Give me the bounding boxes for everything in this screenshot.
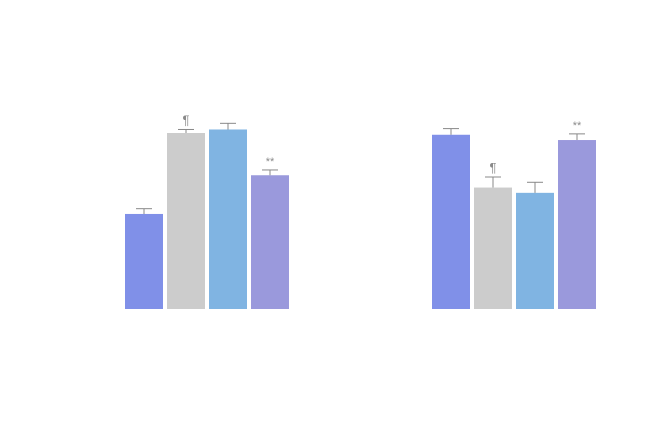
bar-right-4: [558, 140, 596, 309]
bar-left-3: [209, 129, 247, 309]
error-bar-left-1: [136, 208, 152, 214]
significance-label-left-2: ¶: [183, 112, 190, 127]
bar-right-3: [516, 192, 554, 309]
error-bar-right-4: [569, 133, 585, 141]
error-bar-right-1: [443, 128, 459, 135]
left-panel: ¶ **: [125, 112, 289, 309]
bar-right-2: [474, 187, 512, 309]
error-bar-left-3: [220, 122, 236, 130]
bar-left-4: [251, 175, 289, 309]
bar-right-1: [432, 134, 470, 309]
significance-label-right-2: ¶: [490, 160, 497, 175]
right-panel: ¶ **: [432, 120, 596, 309]
significance-label-right-4: **: [573, 120, 582, 132]
significance-label-left-4: **: [266, 156, 275, 168]
bar-left-1: [125, 213, 163, 309]
bar-left-2: [167, 133, 205, 309]
error-bar-left-2: [178, 128, 194, 133]
error-bar-left-4: [262, 169, 278, 176]
error-bar-right-2: [485, 176, 501, 188]
error-bar-right-3: [527, 181, 543, 193]
